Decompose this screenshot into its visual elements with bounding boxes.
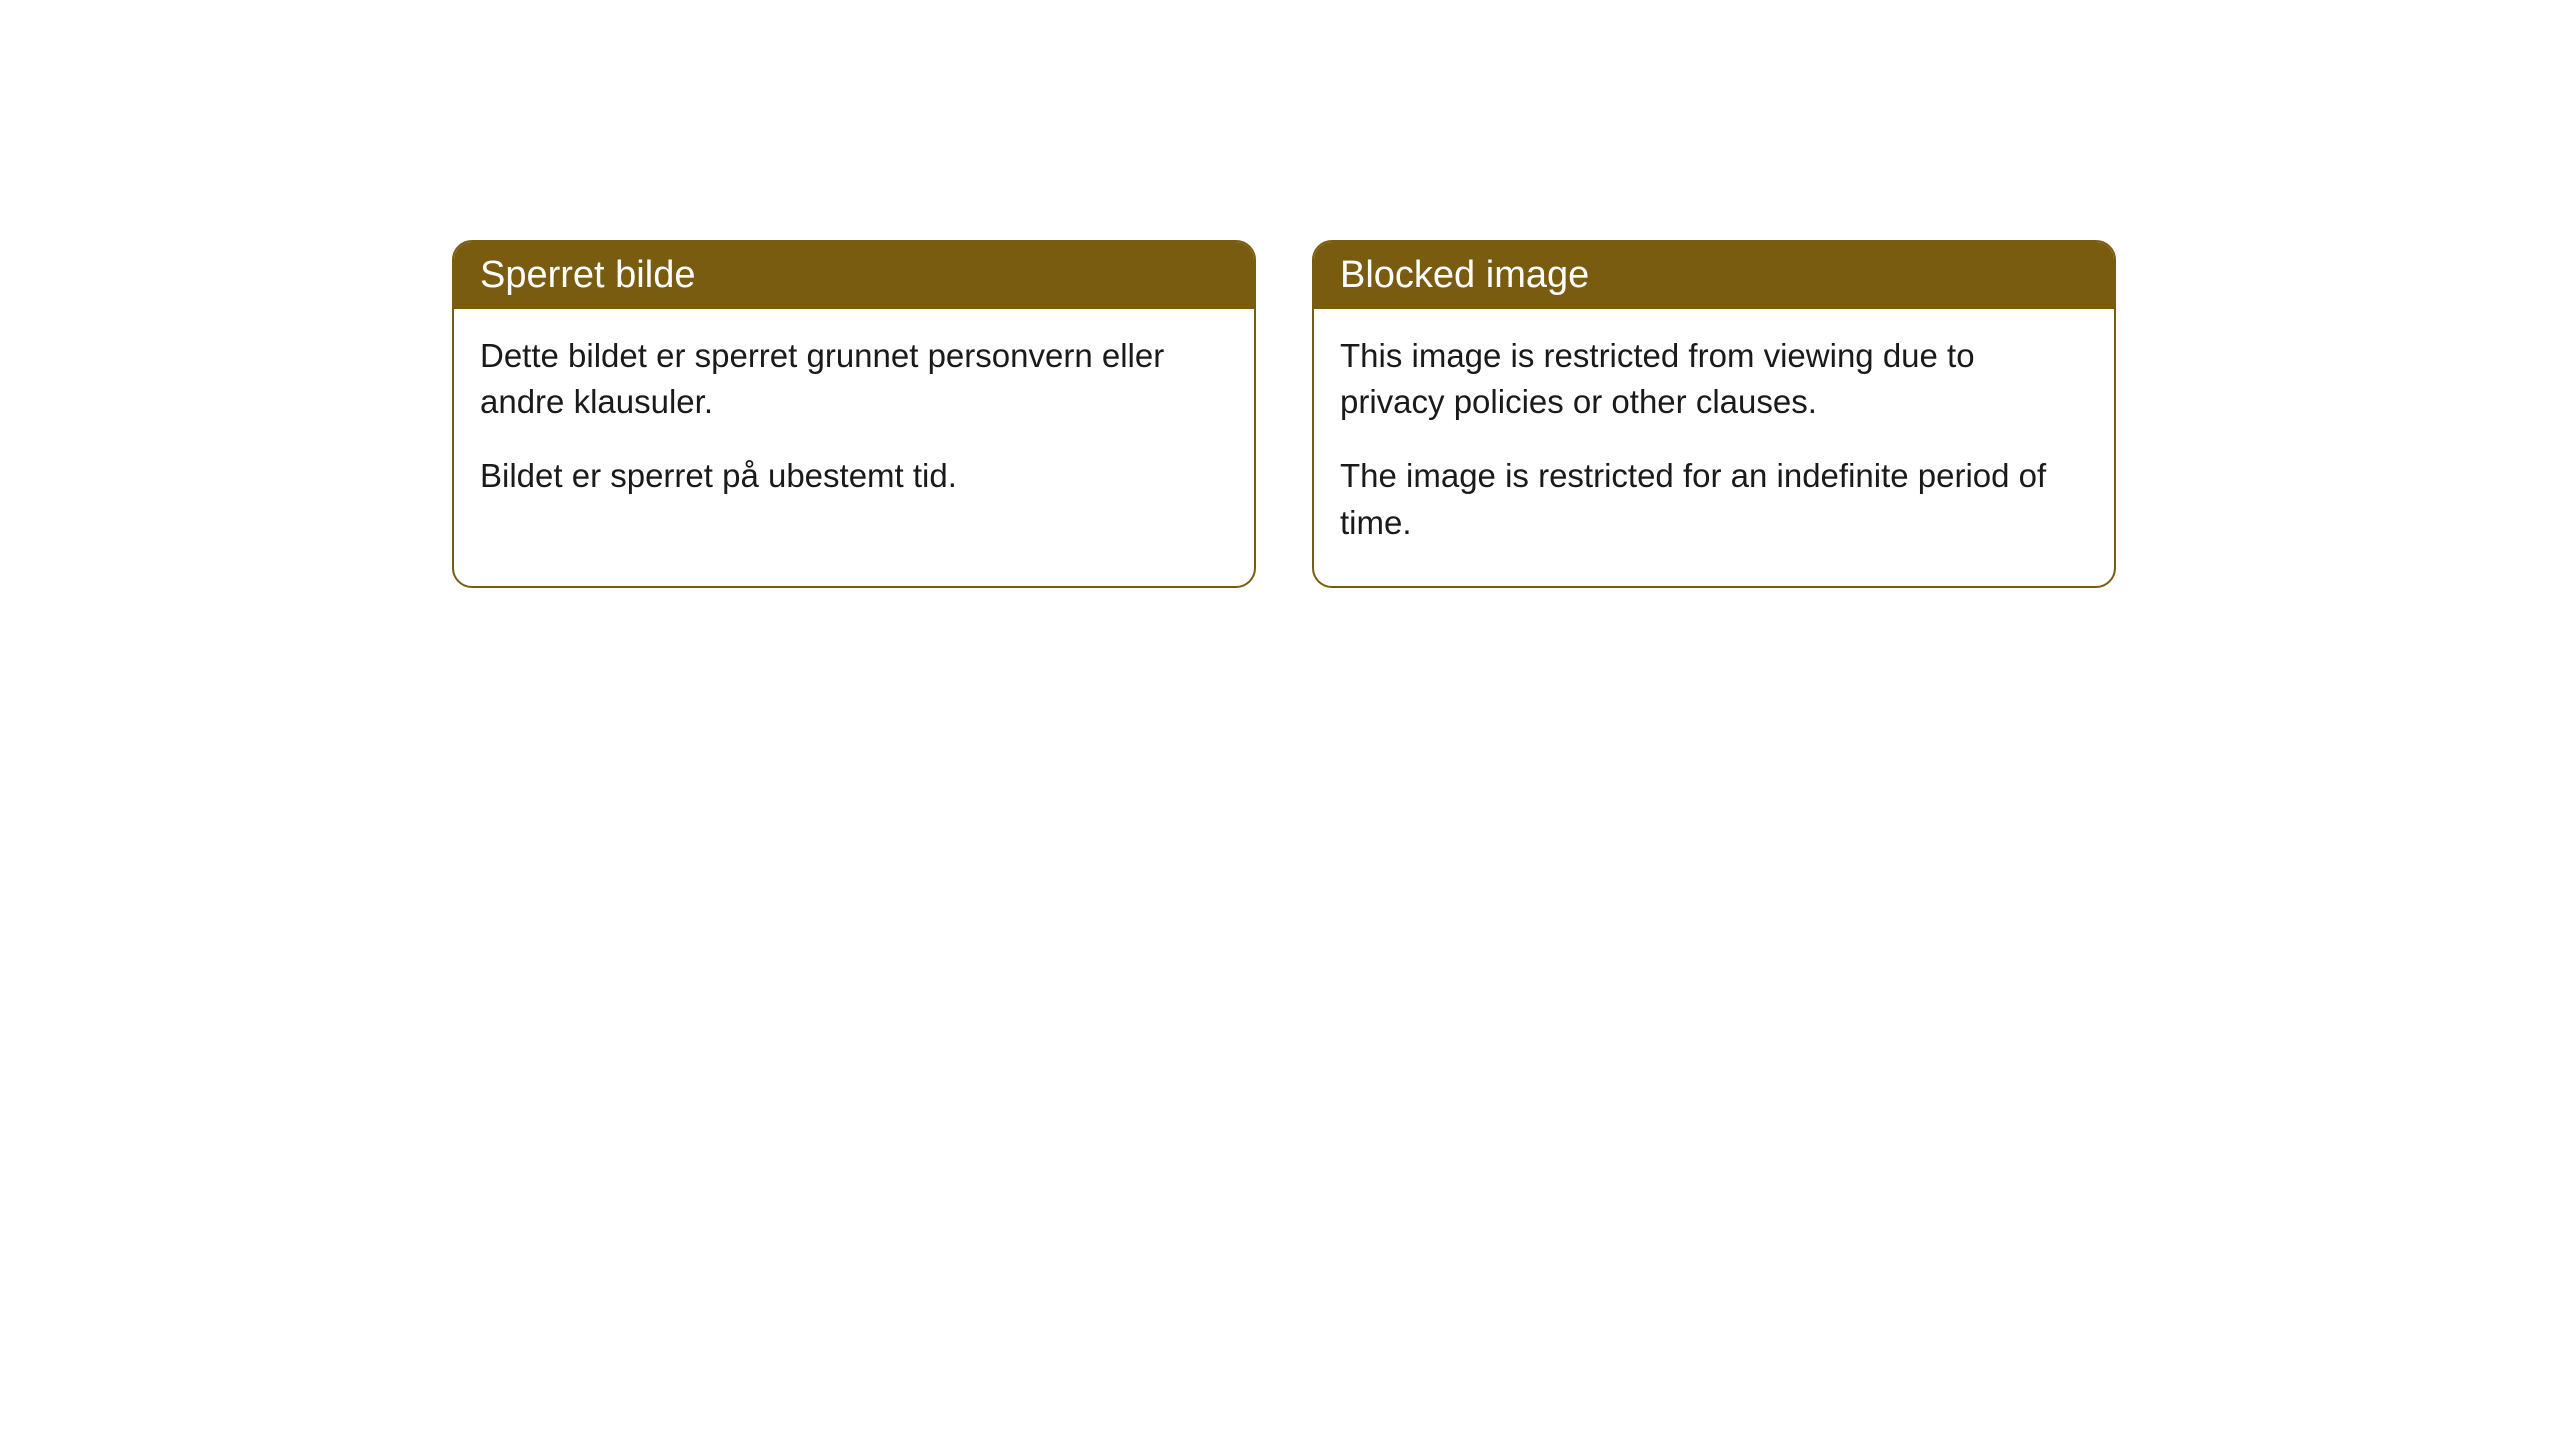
card-text-1-english: This image is restricted from viewing du… [1340,333,2088,425]
card-body-norwegian: Dette bildet er sperret grunnet personve… [454,309,1254,540]
card-text-2-norwegian: Bildet er sperret på ubestemt tid. [480,453,1228,499]
card-header-english: Blocked image [1314,242,2114,309]
card-english: Blocked image This image is restricted f… [1312,240,2116,588]
card-title-norwegian: Sperret bilde [480,254,695,296]
card-text-1-norwegian: Dette bildet er sperret grunnet personve… [480,333,1228,425]
cards-container: Sperret bilde Dette bildet er sperret gr… [0,0,2560,588]
card-header-norwegian: Sperret bilde [454,242,1254,309]
card-text-2-english: The image is restricted for an indefinit… [1340,453,2088,545]
card-title-english: Blocked image [1340,254,1589,296]
card-body-english: This image is restricted from viewing du… [1314,309,2114,586]
card-norwegian: Sperret bilde Dette bildet er sperret gr… [452,240,1256,588]
